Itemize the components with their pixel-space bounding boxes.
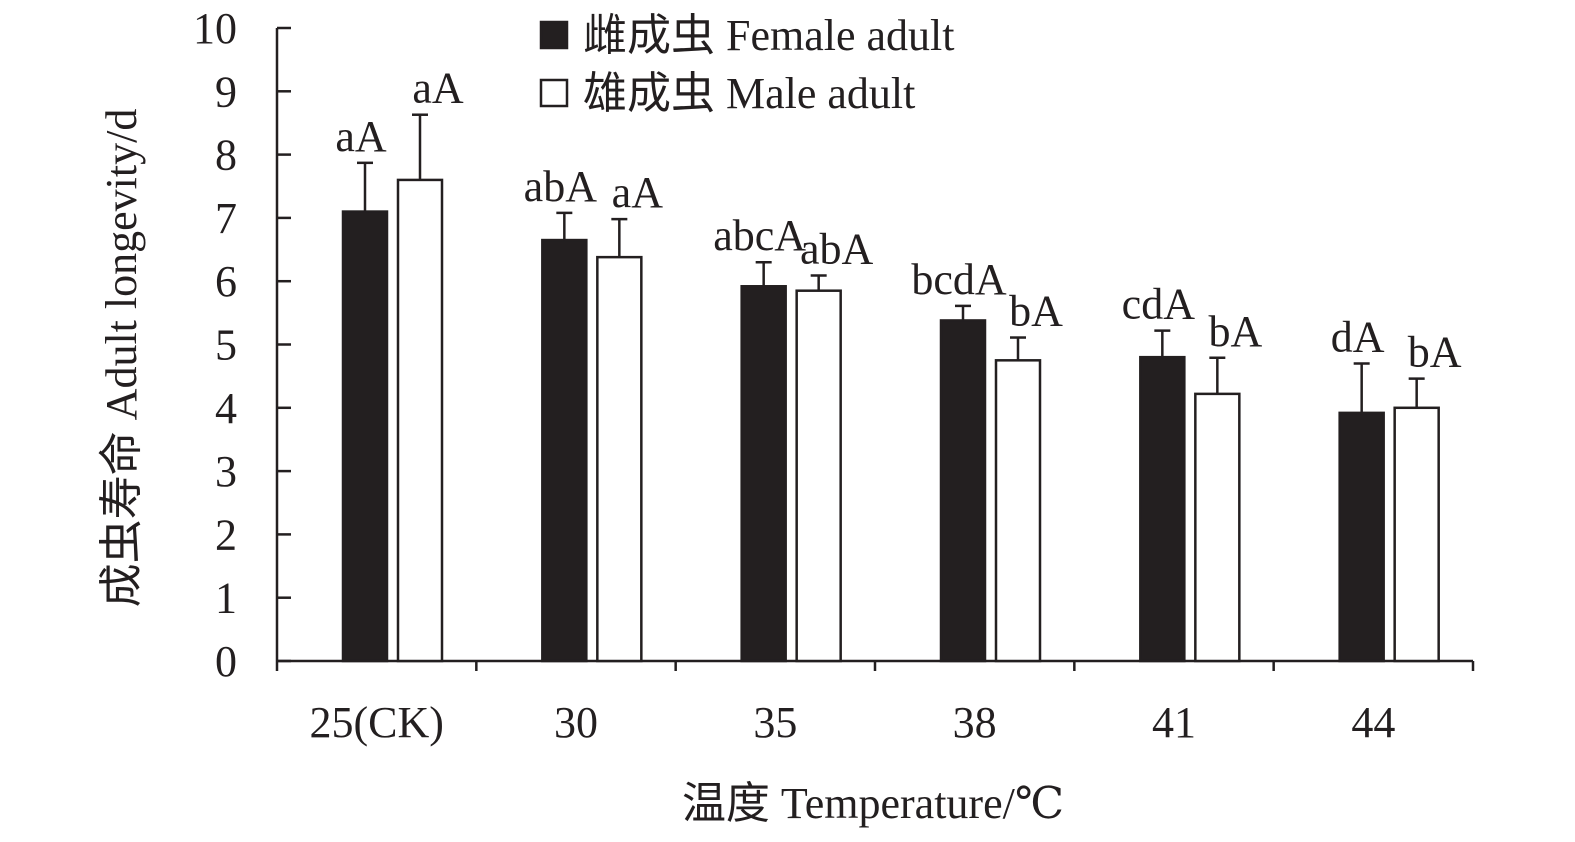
- y-tick-label: 6: [215, 257, 237, 306]
- male-bar: [396, 178, 444, 663]
- male-bar: [596, 255, 643, 663]
- significance-label: bA: [1009, 287, 1063, 336]
- y-tick-label: 7: [215, 194, 237, 243]
- female-bar: [341, 210, 389, 663]
- x-axis-title: 温度 Temperature/℃: [682, 779, 1064, 828]
- legend-label-male: 雄成虫 Male adult: [583, 69, 915, 118]
- male-bar: [1393, 406, 1440, 663]
- significance-label: aA: [612, 168, 664, 217]
- legend-label-female: 雌成虫 Female adult: [583, 11, 955, 60]
- female-bar: [740, 285, 787, 663]
- male-bar: [795, 289, 842, 663]
- significance-label: bA: [1408, 328, 1462, 377]
- female-bar: [541, 238, 588, 663]
- significance-label: aA: [335, 112, 387, 161]
- significance-label: abcA: [713, 211, 806, 260]
- male-bar: [1194, 392, 1241, 663]
- y-tick-label: 4: [215, 384, 237, 433]
- x-tick-label: 35: [753, 698, 797, 747]
- y-tick-label: 0: [215, 637, 237, 686]
- y-tick-label: 2: [215, 510, 237, 559]
- x-tick-label: 38: [953, 698, 997, 747]
- male-bar: [994, 359, 1042, 663]
- x-tick-label: 30: [554, 698, 598, 747]
- female-bar: [939, 319, 987, 663]
- y-tick-label: 10: [193, 4, 237, 53]
- y-tick-label: 9: [215, 67, 237, 116]
- x-tick-label: 41: [1152, 698, 1196, 747]
- significance-label: cdA: [1122, 280, 1196, 329]
- error-bars: [357, 113, 1425, 413]
- bars: [341, 178, 1440, 663]
- significance-label: dA: [1331, 312, 1385, 361]
- female-bar: [1139, 355, 1186, 663]
- significance-label: abA: [524, 162, 598, 211]
- legend-swatch-male: [539, 78, 569, 108]
- legend: 雌成虫 Female adult 雄成虫 Male adult: [539, 11, 955, 118]
- y-tick-label: 5: [215, 321, 237, 370]
- legend-swatch-female: [539, 20, 569, 50]
- significance-label: abA: [800, 225, 874, 274]
- significance-label: bA: [1208, 307, 1262, 356]
- female-bar: [1338, 411, 1385, 663]
- y-axis-title: 成虫寿命 Adult longevity/d: [97, 109, 146, 608]
- axes: 0 1 2 3 4 5 6 7 8 9 10 25(CK) 30 35 38 41 44: [193, 4, 1475, 747]
- y-tick-label: 3: [215, 447, 237, 496]
- x-tick-label: 44: [1351, 698, 1395, 747]
- y-tick-label: 1: [215, 574, 237, 623]
- significance-label: aA: [412, 64, 464, 113]
- x-tick-label: 25(CK): [309, 698, 443, 747]
- significance-label: bcdA: [911, 255, 1007, 304]
- y-tick-label: 8: [215, 131, 237, 180]
